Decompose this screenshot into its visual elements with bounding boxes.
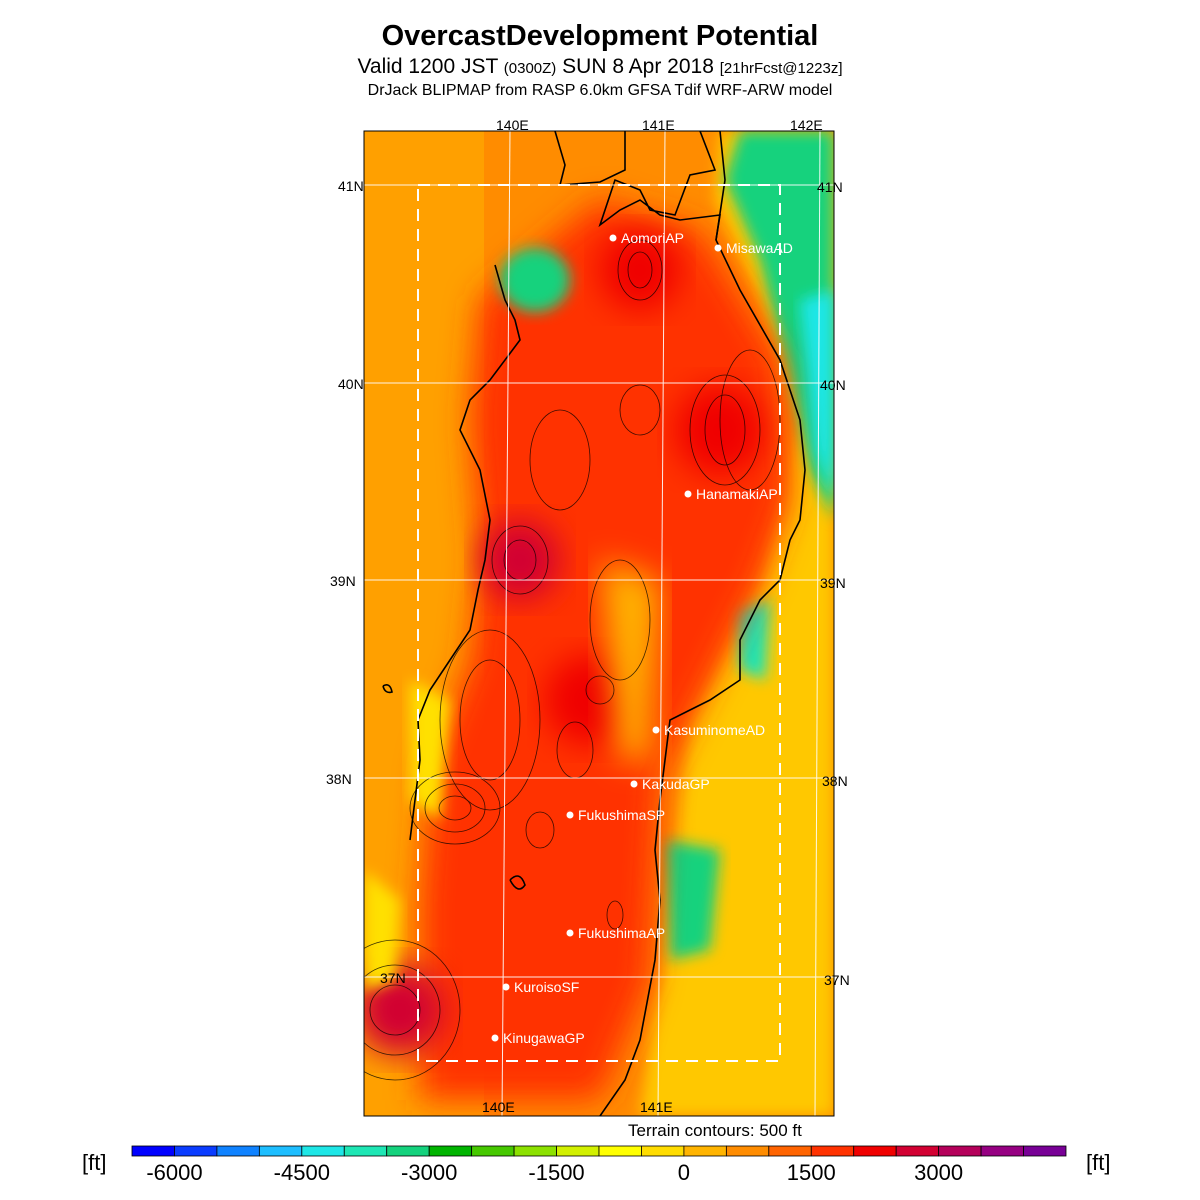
sw-yellow-patch [364,870,400,990]
lat-label-right: 38N [822,773,848,789]
unit-label-left: [ft] [82,1150,107,1175]
lon-label-top: 141E [642,117,675,133]
sado-island [382,684,393,694]
color-scale-tick-label: 0 [678,1160,690,1185]
japan-sea-coast [409,264,521,841]
color-scale-swatch [938,1145,982,1157]
lon-label-bottom: 141E [640,1099,673,1115]
unit-label-right: [ft] [1086,1150,1111,1175]
color-scale-swatch [471,1145,515,1157]
color-scale-swatch [853,1145,897,1157]
lon-label-top: 140E [496,117,529,133]
site-marker [491,1034,499,1042]
terrain-contours [364,239,781,1081]
color-scale-swatch [598,1145,642,1157]
site-label: KinugawaGP [503,1030,585,1046]
color-scale-tick-label: 3000 [914,1160,963,1185]
site-marker [684,490,692,498]
map-frame [363,130,835,1117]
site-markers: AomoriAP MisawaAD HanamakiAP KasuminomeAD Ka… [491,230,793,1046]
lat-label-left: 38N [326,771,352,787]
terrain-contour-note: Terrain contours: 500 ft [628,1121,802,1140]
color-scale-swatch [725,1145,770,1157]
color-scale-tick-label: -3000 [401,1160,457,1185]
site-marker [714,244,722,252]
lon-label-top: 142E [790,117,823,133]
lat-label-left: 37N [380,970,406,986]
map-title: OvercastDevelopment Potential [381,20,819,52]
forecast-map: AomoriAP MisawaAD HanamakiAP KasuminomeAD Ka… [326,117,850,1117]
shimokita-coast [700,131,726,241]
valley-orange-patch [600,560,660,760]
tsugaru-green-patch [500,248,570,312]
color-scale-swatch [810,1145,855,1157]
site-label: FukushimaSP [578,807,665,823]
inawashiro-lake [509,875,526,890]
color-scale-swatch [513,1145,557,1157]
inner-domain-boundary [417,184,781,1062]
site-marker [566,811,574,819]
site-label: AomoriAP [621,230,684,246]
color-scale-bar: -6000 -4500 -3000 -1500 0 1500 3000 [131,1145,1067,1185]
site-marker [502,983,510,991]
lat-label-right: 39N [820,575,846,591]
valid-time: Valid 1200 JST [357,55,498,78]
map-field: AomoriAP MisawaAD HanamakiAP KasuminomeAD Ka… [364,131,834,1116]
tsugaru-peninsula-coast [554,131,626,186]
site-label: KuroisoSF [514,979,579,995]
axis-labels: 140E 141E 142E 140E 141E 41N 40N 39N 38N… [326,117,850,1115]
color-scale-swatch [258,1145,303,1157]
graticule [364,131,834,1116]
site-label: MisawaAD [726,240,793,256]
coastal-green-patch [665,840,720,960]
site-marker [630,780,638,788]
color-scale-swatch [386,1145,430,1157]
east-sea-cyan-patch [800,290,834,500]
color-scale-swatch [768,1145,812,1157]
color-scale-swatch [556,1145,600,1157]
valid-time-line: Valid 1200 JST (0300Z) SUN 8 Apr 2018 [2… [0,55,1200,79]
color-scale-swatch [980,1145,1024,1157]
site-marker [566,929,574,937]
color-scale-swatch [895,1145,940,1157]
color-scale-tick-label: -1500 [528,1160,584,1185]
pacific-coast [598,131,806,1116]
color-scale-swatch [301,1145,345,1157]
color-scale-swatch [131,1145,175,1157]
site-label: KakudaGP [642,776,710,792]
site-label: HanamakiAP [696,486,778,502]
lat-label-right: 40N [820,377,846,393]
site-label: KasuminomeAD [664,722,765,738]
lat-label-left: 40N [338,376,364,392]
lon-label-bottom: 140E [482,1099,515,1115]
color-scale-tick-label: -6000 [146,1160,202,1185]
valid-date: SUN 8 Apr 2018 [562,55,714,78]
color-scale-swatch [343,1145,388,1157]
color-scale-labels: -6000 -4500 -3000 -1500 0 1500 3000 [146,1160,963,1185]
forecast-info: [21hrFcst@1223z] [719,60,843,77]
color-scale-swatch [428,1145,473,1157]
site-marker [652,726,660,734]
site-marker [609,234,617,242]
model-line: DrJack BLIPMAP from RASP 6.0km GFSA Tdif… [367,82,833,99]
color-scale-swatches [131,1145,1067,1157]
color-scale-swatch [683,1145,727,1157]
utc-time: (0300Z) [503,60,557,77]
lat-label-left: 39N [330,573,356,589]
sendai-bay-green [735,600,770,680]
lat-label-right: 37N [824,972,850,988]
lat-label-left: 41N [338,178,364,194]
color-scale-swatch [216,1145,260,1157]
color-scale-swatch [1023,1145,1067,1157]
coastlines [382,131,806,1116]
color-scale-swatch [641,1145,685,1157]
site-label: FukushimaAP [578,925,665,941]
color-scale-tick-label: -4500 [274,1160,330,1185]
lat-label-right: 41N [817,179,843,195]
color-scale-swatch [174,1145,218,1157]
color-scale-tick-label: 1500 [787,1160,836,1185]
hot-spot-1 [600,230,680,310]
